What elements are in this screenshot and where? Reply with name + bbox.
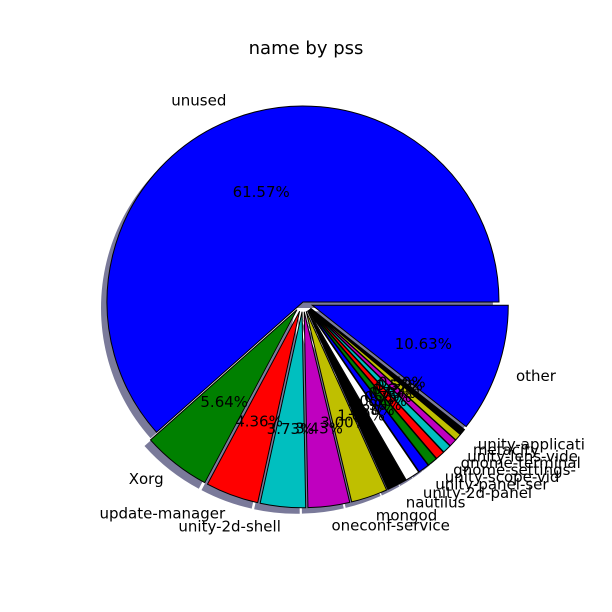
percent-label-metacity: 0.57% — [375, 377, 423, 395]
percent-label-unity-2d-shell: 3.73% — [267, 420, 315, 438]
pie-slice-mongod — [305, 311, 388, 503]
percent-label-xorg: 5.64% — [200, 393, 248, 411]
percent-label-gnome-settings: 0.75% — [364, 388, 412, 406]
slice-label-unused: unused — [171, 91, 226, 109]
percent-label-mongod: 3.00% — [320, 414, 368, 432]
slice-label-unity-panel-ser: unity-panel-ser — [435, 476, 549, 494]
pie-slice-other — [310, 304, 509, 428]
slice-label-update-manager: update-manager — [99, 505, 226, 523]
slice-label-unity-lens-vide: unity-lens-vide — [467, 447, 578, 465]
pie-slice-xorg — [149, 309, 298, 484]
slice-label-gnome-terminal: gnome-terminal — [461, 454, 581, 472]
slice-label-nautilus: nautilus — [406, 494, 466, 512]
pie-slice-unused — [106, 105, 500, 433]
pie-slice-nautilus — [307, 310, 407, 491]
percent-label-other: 10.63% — [395, 335, 452, 353]
percent-label-unused: 61.57% — [233, 183, 290, 201]
slice-label-unity-2d-panel: unity-2d-panel — [423, 484, 532, 502]
percent-label-oneconf-service: 3.43% — [295, 419, 343, 437]
slice-label-unity-applicati: unity-applicati — [478, 435, 585, 453]
pie-slice-unity-panel-ser — [308, 309, 429, 473]
slice-label-mongod: mongod — [376, 506, 438, 524]
pie-slice-unity-2d-panel — [307, 310, 420, 481]
slice-label-metacity: metacity — [473, 441, 539, 459]
slice-label-gnome-settings: gnome-settings- — [453, 461, 576, 479]
slice-label-oneconf-service: oneconf-service — [331, 517, 449, 535]
slice-label-xorg: Xorg — [129, 470, 164, 488]
pie-slices — [106, 105, 509, 509]
chart-title: name by pss — [249, 38, 364, 59]
slice-label-unity-scope-vid: unity-scope-vid — [445, 468, 560, 486]
percent-labels: 61.57% 5.64% 4.36%3.73%3.43%3.00%1.60%1.20… — [200, 183, 452, 438]
percent-label-unity-scope-vid: 0.80% — [359, 392, 407, 410]
percent-label-unity-panel-ser: 0.90% — [354, 396, 402, 414]
pie-slice-unity-2d-shell — [259, 311, 307, 509]
slice-label-other: other — [516, 367, 557, 385]
slice-label-unity-2d-shell: unity-2d-shell — [178, 517, 280, 535]
percent-label-unity-2d-panel: 1.20% — [347, 401, 395, 419]
percent-label-update-manager: 4.36% — [235, 413, 283, 431]
pie-slice-unity-applicati — [310, 307, 466, 436]
pie-slice-oneconf-service — [303, 311, 351, 509]
pie-slice-update-manager — [206, 310, 301, 504]
percent-label-unity-lens-vide: 0.62% — [372, 380, 420, 398]
percent-label-unity-applicati: 0.50% — [378, 373, 426, 391]
percent-label-gnome-terminal: 0.70% — [368, 384, 416, 402]
percent-label-nautilus: 1.60% — [337, 406, 385, 424]
